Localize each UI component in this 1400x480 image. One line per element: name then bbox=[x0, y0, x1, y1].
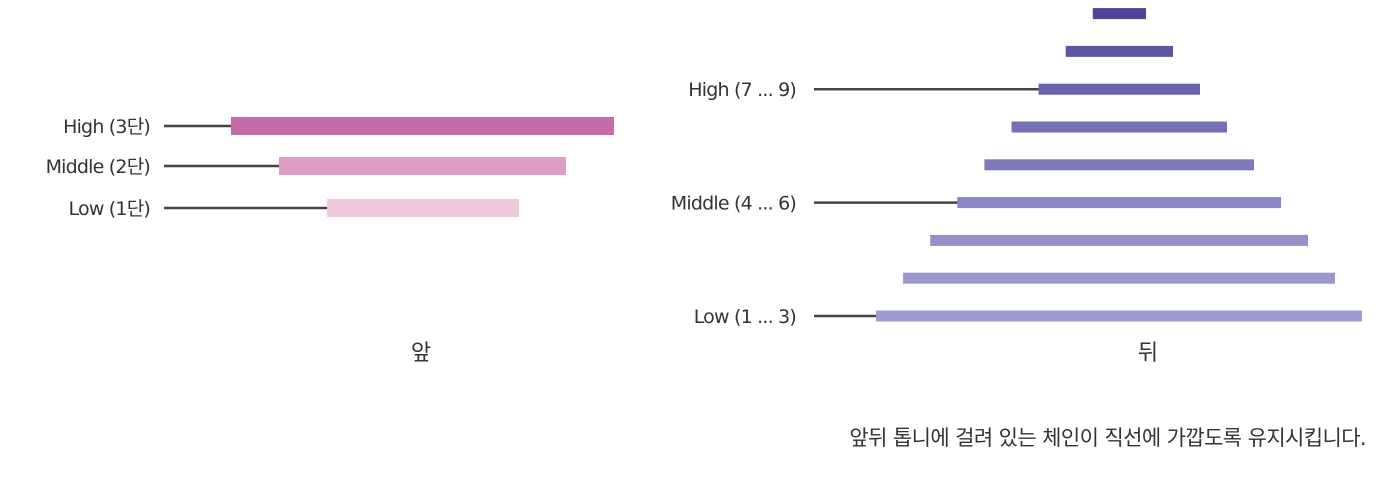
rear-sprocket-bar bbox=[1092, 8, 1146, 20]
rear-sprocket-bar bbox=[957, 197, 1281, 209]
front-level-label: High (3단) bbox=[63, 116, 150, 138]
rear-sprocket-bar bbox=[930, 234, 1308, 246]
front-chainring-bar bbox=[231, 117, 614, 135]
chain-alignment-note: 앞뒤 톱니에 걸려 있는 체인이 직선에 가깝도록 유지시킵니다. bbox=[849, 426, 1366, 450]
rear-sprocket-bar bbox=[1065, 45, 1173, 57]
rear-caption: 뒤 bbox=[1138, 341, 1158, 366]
rear-sprocket-bar bbox=[1038, 83, 1200, 95]
front-chainring-bar bbox=[327, 199, 519, 217]
rear-level-label: Low (1 ... 3) bbox=[694, 306, 796, 328]
rear-level-label: High (7 ... 9) bbox=[688, 79, 796, 101]
rear-sprocket-bar bbox=[876, 310, 1362, 322]
front-caption: 앞 bbox=[411, 341, 431, 366]
rear-sprocket-bar bbox=[903, 272, 1335, 284]
front-chainring-bar bbox=[279, 157, 566, 175]
front-level-label: Middle (2단) bbox=[46, 156, 150, 178]
rear-level-label: Middle (4 ... 6) bbox=[671, 193, 796, 215]
front-level-label: Low (1단) bbox=[69, 198, 150, 220]
rear-sprocket-bar bbox=[984, 159, 1254, 171]
rear-sprocket-bar bbox=[1011, 121, 1227, 133]
